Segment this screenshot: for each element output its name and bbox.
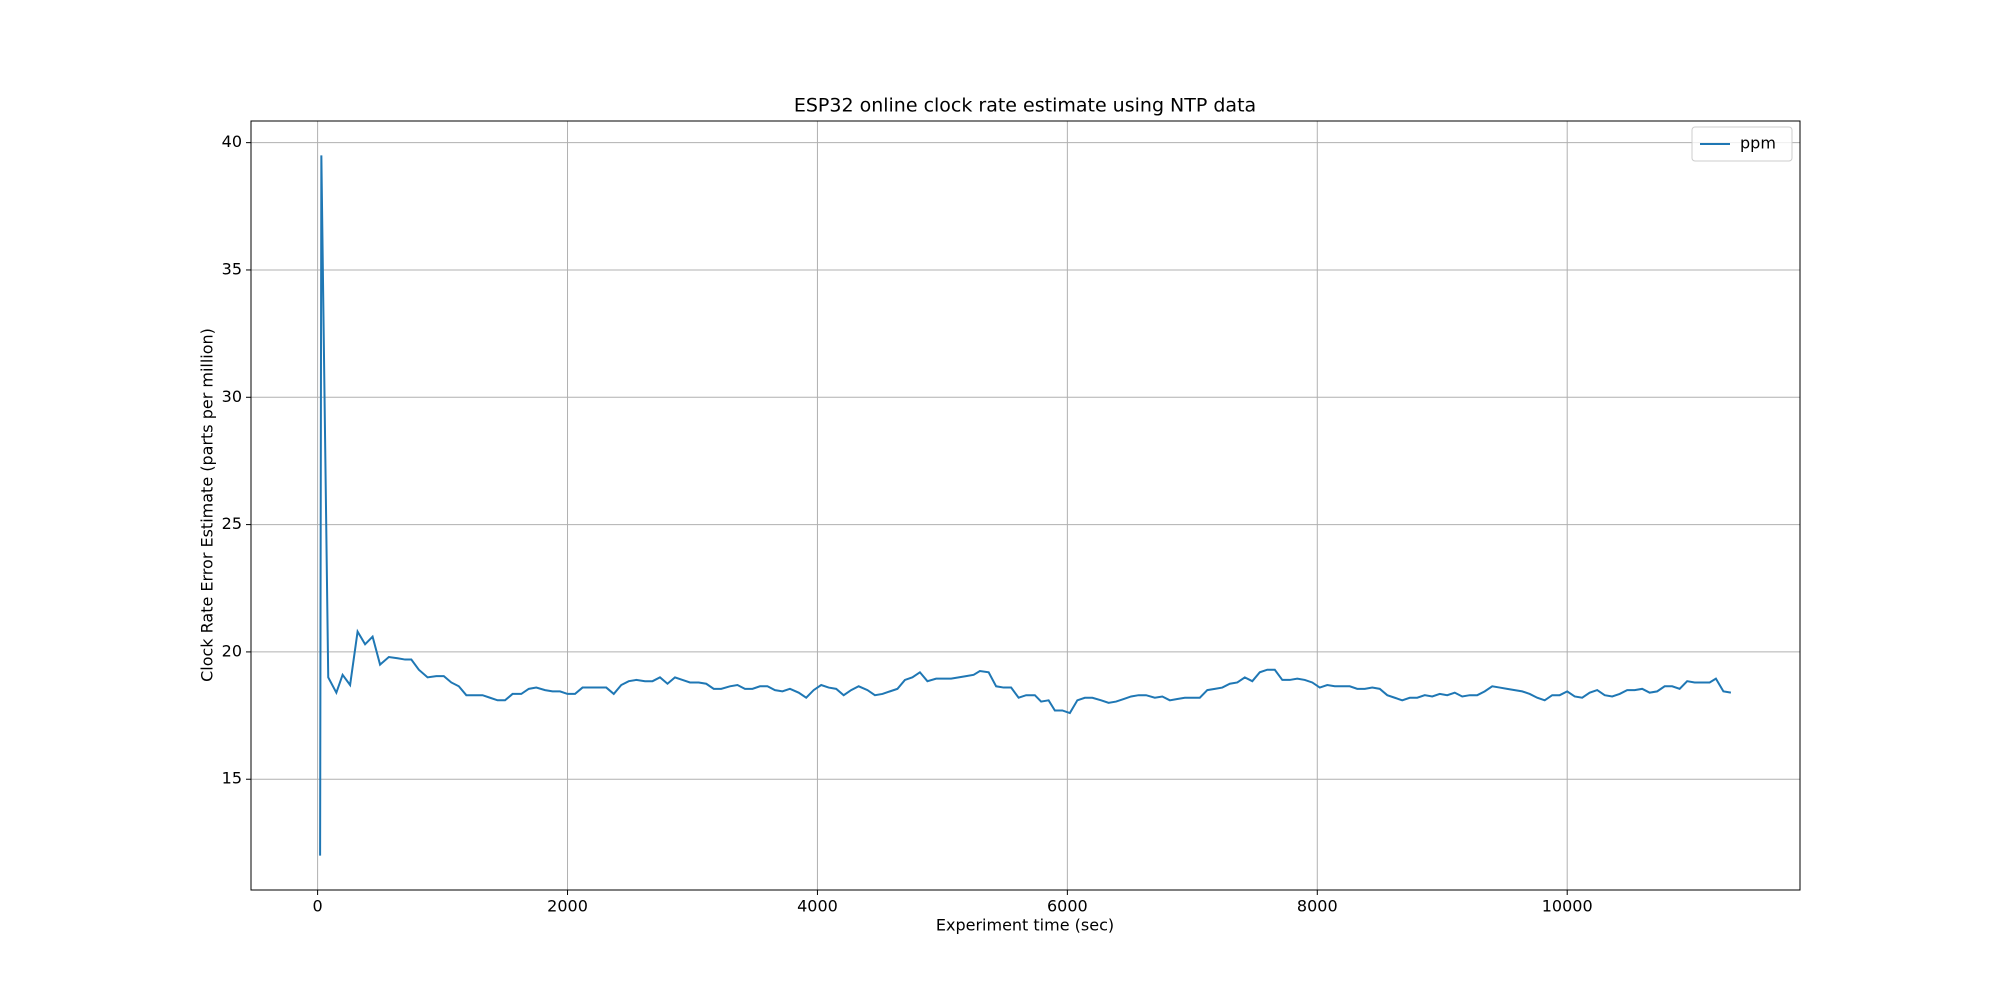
x-tick-label: 4000 [797,897,838,916]
y-tick-label: 15 [222,769,242,788]
y-tick-label: 30 [222,387,242,406]
x-tick-label: 2000 [547,897,588,916]
x-axis-label: Experiment time (sec) [936,916,1114,935]
plot-frame [250,120,1801,891]
x-tick-label: 10000 [1542,897,1593,916]
line-series [319,155,1732,856]
y-tick-label: 25 [222,514,242,533]
x-tick-label: 0 [313,897,323,916]
legend-box [1691,126,1793,162]
y-tick-label: 20 [222,641,242,660]
y-tick-label: 35 [222,259,242,278]
y-tick-label: 40 [222,132,242,151]
legend-label: ppm [1740,134,1776,153]
x-tick-label: 6000 [1047,897,1088,916]
chart-title: ESP32 online clock rate estimate using N… [794,95,1256,117]
x-tick-label: 8000 [1297,897,1338,916]
y-axis-label: Clock Rate Error Estimate (parts per mil… [198,328,217,682]
